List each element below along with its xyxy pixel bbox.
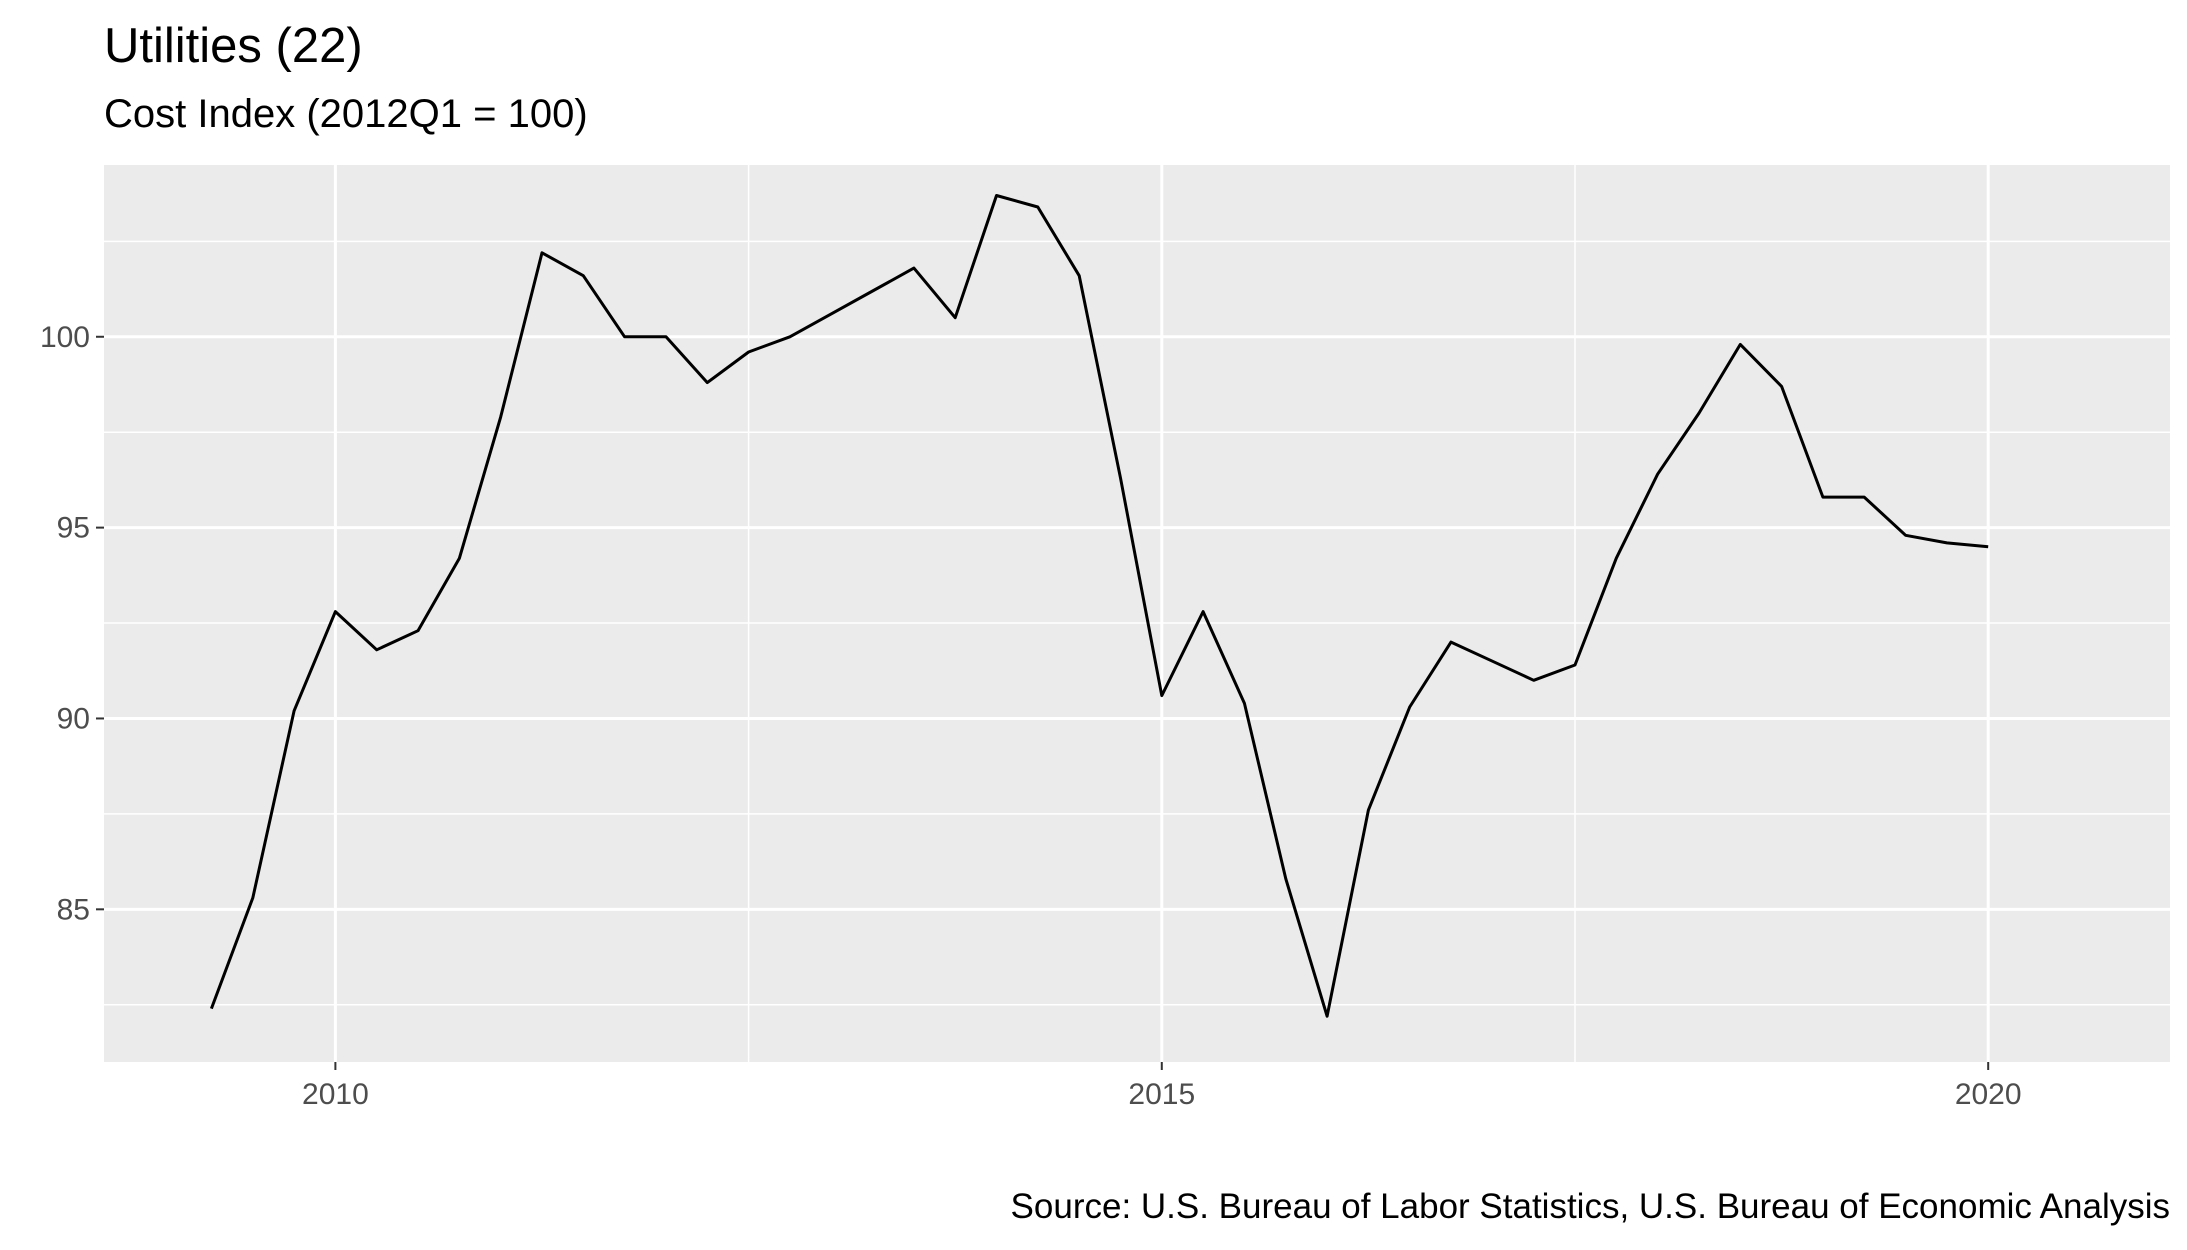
chart-subtitle: Cost Index (2012Q1 = 100) [104, 92, 588, 136]
minor-grid [104, 165, 2170, 1062]
chart-caption: Source: U.S. Bureau of Labor Statistics,… [1010, 1187, 2170, 1226]
y-tick-label: 85 [57, 893, 90, 926]
x-tick-label: 2015 [1128, 1078, 1195, 1111]
series-line [209, 194, 1989, 1018]
x-axis: 2010 2015 2020 [302, 1062, 2022, 1111]
series-layer [209, 194, 1989, 1018]
y-tick-label: 95 [57, 512, 90, 545]
chart-title: Utilities (22) [104, 19, 363, 73]
x-tick-label: 2010 [302, 1078, 369, 1111]
y-tick-label: 90 [57, 702, 90, 735]
y-axis: 85 90 95 100 [40, 321, 104, 926]
y-tick-label: 100 [40, 321, 90, 354]
x-tick-label: 2020 [1955, 1078, 2022, 1111]
plot-panel [104, 165, 2170, 1062]
